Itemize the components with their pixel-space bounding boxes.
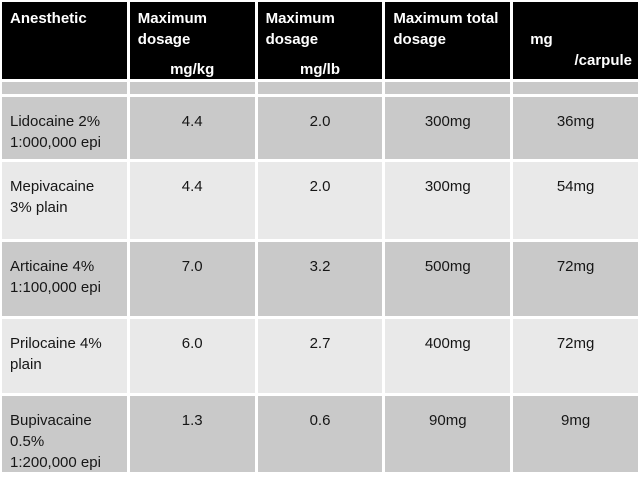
row-lidocaine-per-carpule: 36mg (513, 97, 638, 159)
header-underline-strip (513, 82, 638, 94)
row-prilocaine-name: Prilocaine 4% plain (2, 319, 127, 393)
header-spacer (521, 8, 634, 29)
row-mepivacaine-name: Mepivacaine 3% plain (2, 162, 127, 239)
header-label-max-dosage: Maximum dosage (137, 10, 207, 48)
row-articaine-mglb: 3.2 (257, 242, 383, 316)
row-mepivacaine-per-carpule: 54mg (513, 162, 638, 239)
header-label-anesthetic: Anesthetic (10, 10, 87, 27)
row-articaine-total: 500mg (385, 242, 511, 316)
row-articaine-name: Articaine 4% 1:100,000 epi (2, 242, 127, 316)
header-label-max-total-dosage: Maximum total dosage (393, 10, 499, 48)
row-prilocaine-mglb: 2.7 (257, 319, 383, 393)
slide-bottom-margin (0, 472, 638, 479)
row-bupivacaine-mgkg: 1.3 (129, 396, 255, 472)
row-bupivacaine-per-carpule: 9mg (513, 396, 638, 472)
row-bupivacaine-mglb: 0.6 (257, 396, 383, 472)
row-mepivacaine-mglb: 2.0 (257, 162, 383, 239)
row-articaine-mgkg: 7.0 (129, 242, 255, 316)
row-prilocaine-total: 400mg (385, 319, 511, 393)
row-mepivacaine-total: 300mg (385, 162, 511, 239)
row-lidocaine-name: Lidocaine 2% 1:000,000 epi (2, 97, 127, 159)
header-underline-strip (257, 82, 383, 94)
header-unit-mg: mg (530, 31, 553, 48)
row-lidocaine-mglb: 2.0 (257, 97, 383, 159)
header-label-max-dosage: Maximum dosage (265, 10, 335, 48)
row-mepivacaine-mgkg: 4.4 (129, 162, 255, 239)
header-underline-strip (385, 82, 511, 94)
header-cell-anesthetic: Anesthetic (2, 2, 127, 79)
row-bupivacaine-total: 90mg (385, 396, 511, 472)
row-prilocaine-per-carpule: 72mg (513, 319, 638, 393)
row-lidocaine-total: 300mg (385, 97, 511, 159)
row-articaine-per-carpule: 72mg (513, 242, 638, 316)
header-unit-carpule: /carpule (574, 52, 632, 69)
row-lidocaine-mgkg: 4.4 (129, 97, 255, 159)
header-unit-mgkg: mg/kg (170, 61, 215, 78)
header-cell-max-total-dosage: Maximum total dosage (385, 2, 511, 79)
row-prilocaine-mgkg: 6.0 (129, 319, 255, 393)
header-underline-strip (2, 82, 127, 94)
header-underline-strip (129, 82, 255, 94)
header-cell-mg-per-carpule: mg /carpule (513, 2, 638, 79)
row-bupivacaine-name: Bupivacaine 0.5% 1:200,000 epi (2, 396, 127, 472)
header-cell-max-dosage-mglb: Maximum dosage mg/lb (257, 2, 383, 79)
header-cell-max-dosage-mgkg: Maximum dosage mg/kg (129, 2, 255, 79)
header-unit-mglb: mg/lb (299, 61, 340, 78)
